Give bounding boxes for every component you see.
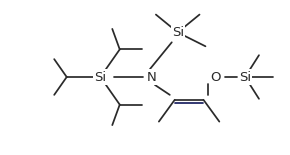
Text: Si: Si — [172, 26, 184, 39]
Text: Si: Si — [94, 71, 106, 84]
Text: O: O — [210, 71, 221, 84]
Text: N: N — [147, 71, 157, 84]
Text: Si: Si — [239, 71, 251, 84]
